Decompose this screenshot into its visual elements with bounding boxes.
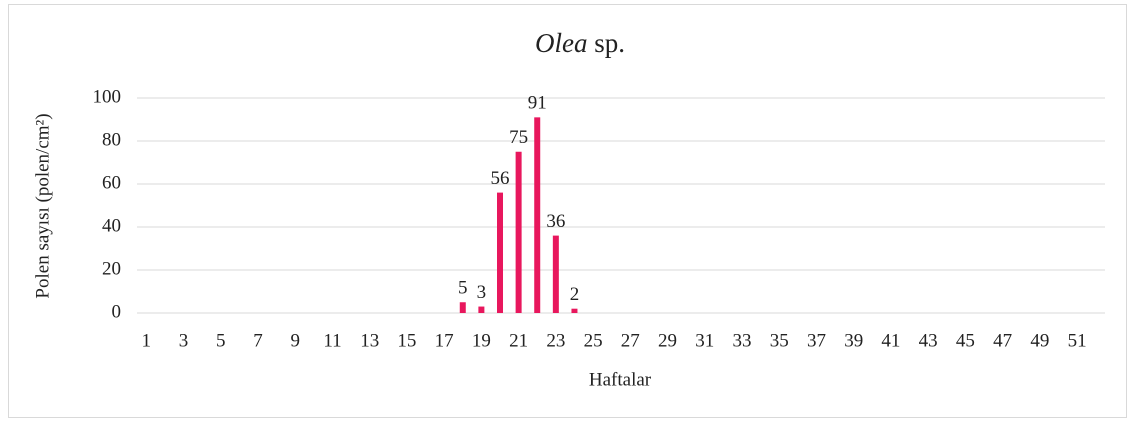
- bar: [478, 306, 485, 313]
- bar: [552, 235, 559, 313]
- x-tick-label: 29: [658, 330, 677, 351]
- bar: [571, 308, 578, 313]
- y-axis-label: Polen sayısı (polen/cm²): [32, 113, 53, 298]
- title-rest: sp.: [594, 28, 625, 58]
- data-label: 56: [491, 168, 510, 189]
- x-tick-label: 17: [435, 330, 454, 351]
- x-tick-label: 27: [621, 330, 640, 351]
- bar: [459, 302, 466, 313]
- data-label: 91: [528, 93, 547, 114]
- x-tick-label: 43: [919, 330, 938, 351]
- x-tick-label: 11: [323, 330, 341, 351]
- x-tick-label: 9: [290, 330, 300, 351]
- data-label: 5: [458, 278, 468, 299]
- x-tick-label: 39: [844, 330, 863, 351]
- x-tick-label: 31: [695, 330, 714, 351]
- bar: [497, 192, 503, 313]
- y-tick-label: 80: [102, 129, 121, 150]
- x-tick-label: 7: [253, 330, 263, 351]
- x-tick-label: 49: [1030, 330, 1049, 351]
- x-tick-label: 13: [360, 330, 379, 351]
- x-tick-label: 25: [584, 330, 603, 351]
- x-tick-label: 45: [956, 330, 975, 351]
- y-tick-label: 60: [102, 172, 121, 193]
- x-axis-label: Haftalar: [589, 369, 652, 390]
- x-tick-label: 33: [733, 330, 752, 351]
- title-genus: Olea: [535, 28, 587, 58]
- bar: [515, 151, 522, 313]
- data-label: 2: [570, 284, 580, 305]
- x-tick-label: 19: [472, 330, 491, 351]
- x-tick-label: 3: [179, 330, 189, 351]
- data-label: 3: [477, 282, 487, 303]
- data-label: 75: [509, 127, 528, 148]
- y-tick-label: 40: [102, 215, 121, 236]
- chart-title: Olea sp.: [535, 28, 625, 58]
- x-tick-label: 5: [216, 330, 226, 351]
- x-tick-label: 21: [509, 330, 528, 351]
- data-label: 36: [546, 211, 565, 232]
- x-tick-label: 15: [397, 330, 416, 351]
- x-tick-label: 23: [546, 330, 565, 351]
- y-tick-label: 20: [102, 258, 121, 279]
- x-tick-label: 41: [881, 330, 900, 351]
- x-tick-label: 35: [770, 330, 789, 351]
- bar: [534, 117, 541, 313]
- x-tick-label: 37: [807, 330, 826, 351]
- y-tick-label: 0: [112, 301, 122, 322]
- chart-frame: [8, 4, 1127, 418]
- x-tick-label: 1: [142, 330, 152, 351]
- x-tick-label: 51: [1068, 330, 1087, 351]
- x-tick-label: 47: [993, 330, 1012, 351]
- y-tick-label: 100: [93, 86, 122, 107]
